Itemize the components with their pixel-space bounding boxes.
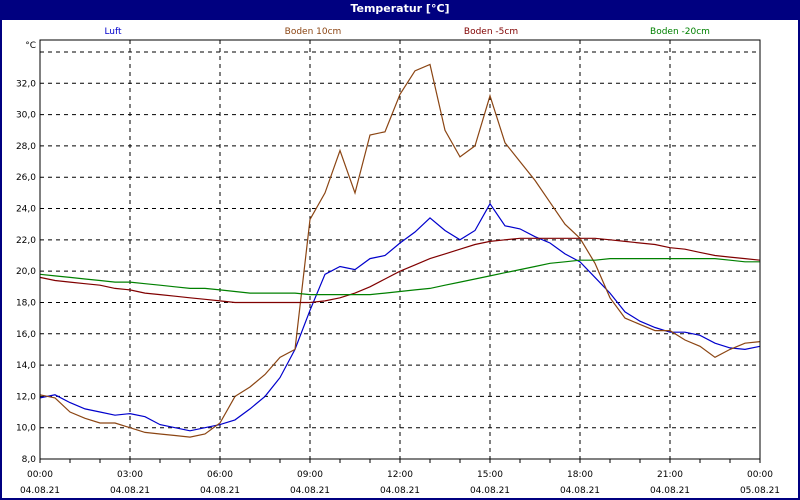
series-lines (39, 63, 761, 438)
y-tick-label: 14,0 (16, 361, 36, 371)
legend: Luft Boden 10cm Boden -5cm Boden -20cm (104, 27, 710, 37)
chart-title: Temperatur [°C] (0, 0, 800, 20)
legend-item: Boden -20cm (650, 27, 710, 37)
series-line-boden-10cm (39, 63, 761, 438)
grid-lines (40, 40, 760, 459)
y-tick-label: 24,0 (16, 205, 36, 215)
x-tick-time: 15:00 (477, 470, 503, 480)
y-tick-label: 26,0 (16, 173, 36, 183)
y-tick-label: 16,0 (16, 330, 36, 340)
legend-item: Boden 10cm (285, 27, 342, 37)
legend-item: Boden -5cm (464, 27, 518, 37)
x-tick-time: 06:00 (207, 470, 233, 480)
x-tick-date: 04.08.21 (200, 486, 240, 496)
x-tick-date: 04.08.21 (470, 486, 510, 496)
x-tick-time: 03:00 (117, 470, 143, 480)
series-line-luft (39, 202, 761, 432)
y-tick-label: 8,0 (22, 455, 37, 465)
x-tick-time: 00:00 (747, 470, 773, 480)
x-tick-date: 04.08.21 (560, 486, 600, 496)
y-tick-label: 10,0 (16, 424, 36, 434)
x-tick-time: 12:00 (387, 470, 413, 480)
y-axis-unit: °C (25, 41, 36, 51)
y-tick-label: 18,0 (16, 298, 36, 308)
x-tick-date: 04.08.21 (20, 486, 60, 496)
legend-item: Luft (104, 27, 122, 37)
y-tick-label: 22,0 (16, 236, 36, 246)
x-tick-time: 18:00 (567, 470, 593, 480)
x-tick-date: 04.08.21 (110, 486, 150, 496)
x-tick-time: 00:00 (27, 470, 53, 480)
y-tick-label: 20,0 (16, 267, 36, 277)
y-tick-label: 32,0 (16, 79, 36, 89)
series-line-boden--5cm (39, 237, 761, 304)
series-line-boden--20cm (39, 258, 760, 296)
axes: 8,0 10,0 12,0 14,0 16,0 18,0 20,0 22,0 24,0 26,0 2… (16, 41, 780, 496)
x-tick-date: 05.08.21 (740, 486, 780, 496)
y-tick-label: 28,0 (16, 142, 36, 152)
x-tick-date: 04.08.21 (290, 486, 330, 496)
x-tick-time: 09:00 (297, 470, 323, 480)
x-tick-date: 04.08.21 (650, 486, 690, 496)
y-tick-label: 30,0 (16, 111, 36, 121)
y-tick-label: 12,0 (16, 392, 36, 402)
x-tick-date: 04.08.21 (380, 486, 420, 496)
x-tick-time: 21:00 (657, 470, 683, 480)
